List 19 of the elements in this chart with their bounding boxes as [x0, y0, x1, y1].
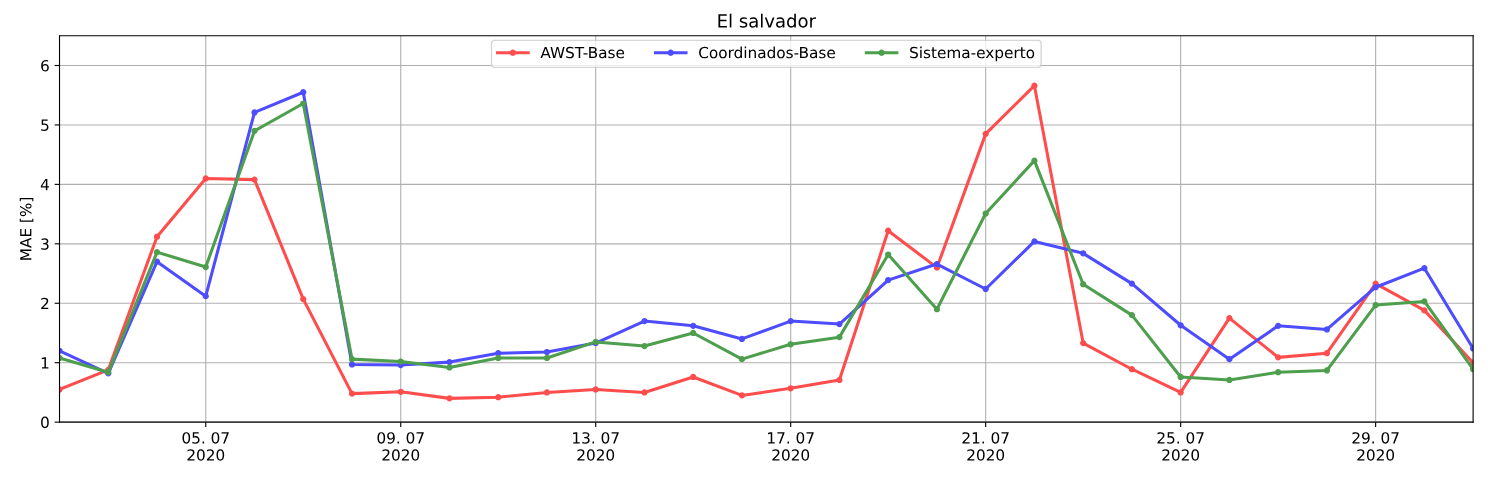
y-axis-title: MAE [%] [19, 197, 34, 260]
legend-label: Coordinados-Base [699, 46, 835, 59]
legend-label: Sistema-experto [910, 46, 1035, 62]
y-tick-label: 0 [41, 416, 49, 429]
x-tick-label: 21. 07 2020 [962, 432, 1009, 461]
x-tick-label: 05. 07 2020 [182, 432, 229, 461]
y-tick-label: 6 [41, 59, 49, 72]
y-tick-label: 1 [41, 357, 49, 369]
legend-label: AWST-Base [540, 46, 625, 59]
x-tick-label: 25. 07 2020 [1157, 432, 1204, 461]
y-tick-label: 5 [41, 119, 49, 131]
x-tick-label: 13. 07 2020 [573, 432, 619, 461]
x-tick-label: 29. 07 2020 [1352, 432, 1399, 461]
x-tick-label: 17. 07 2020 [768, 432, 814, 461]
y-tick-label: 4 [40, 179, 49, 191]
y-tick-label: 2 [41, 297, 49, 310]
x-tick-label: 09. 07 2020 [377, 432, 424, 461]
y-tick-label: 3 [41, 238, 49, 250]
chart-title: El salvador [718, 13, 816, 28]
